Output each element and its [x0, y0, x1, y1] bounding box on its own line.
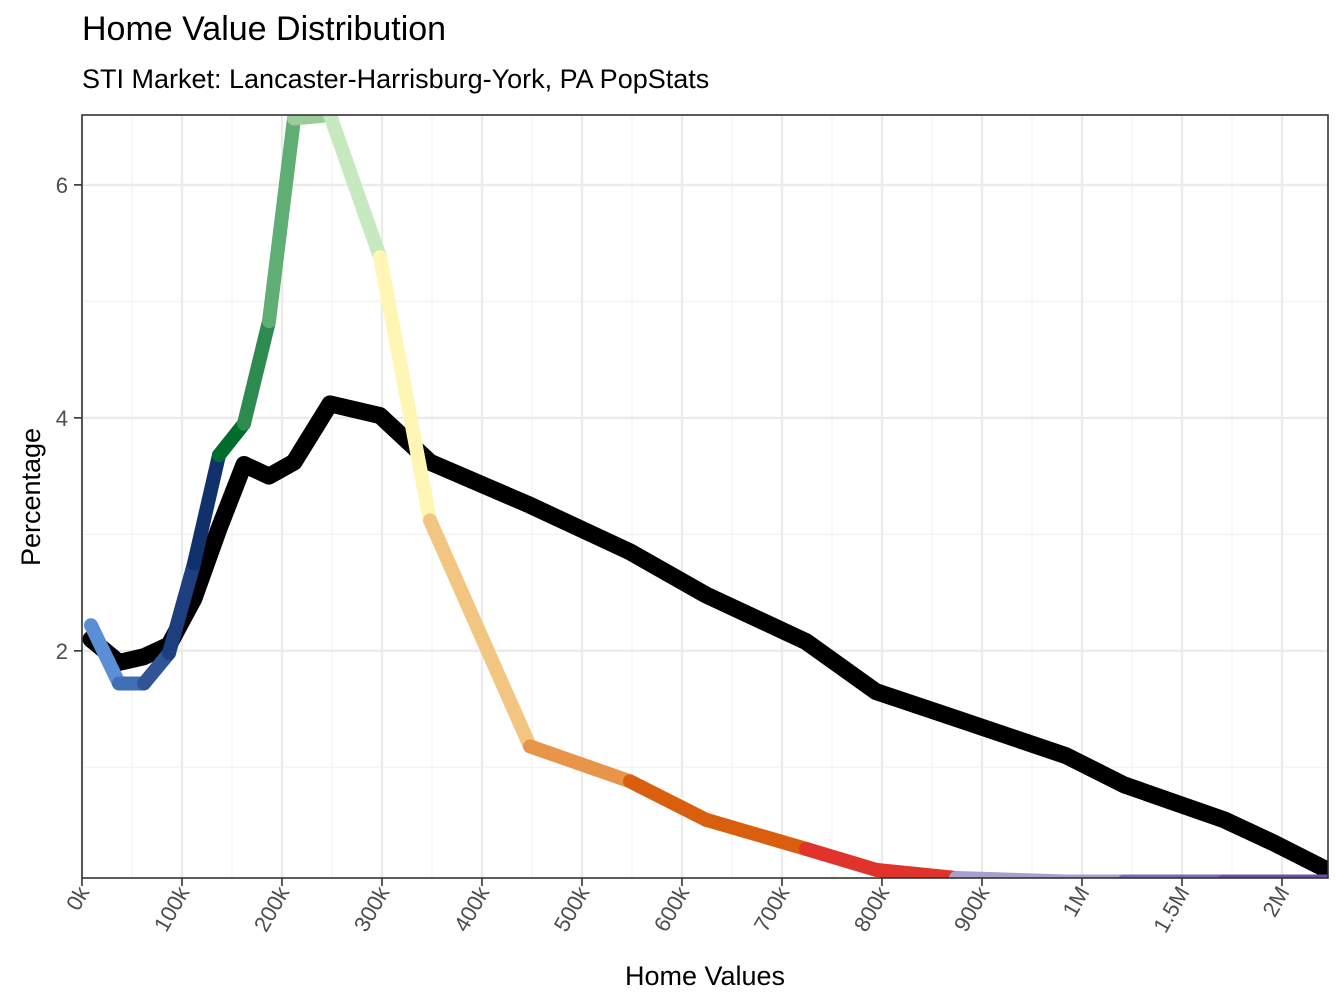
x-tick-label: 900k: [949, 881, 995, 936]
series-segment: [623, 774, 713, 827]
y-tick-label: 6: [56, 173, 68, 198]
x-tick-label: 500k: [549, 881, 595, 936]
x-tick-label: 700k: [749, 881, 795, 936]
series-segment: [237, 314, 276, 431]
y-tick-label: 4: [56, 406, 68, 431]
x-tick-label: 100k: [149, 881, 195, 936]
series-line-market: [82, 395, 1328, 878]
series-segment: [423, 513, 537, 754]
series-segment: [869, 862, 963, 878]
x-tick-label: 300k: [349, 881, 395, 936]
x-tick-label: 800k: [849, 881, 895, 936]
series-segment: [84, 618, 126, 691]
series-segment: [323, 115, 387, 265]
x-tick-label: 2M: [1257, 882, 1294, 921]
y-tick-labels: 2 4 6: [56, 173, 68, 664]
plot-border: [81, 114, 1329, 879]
axis-ticks: [74, 184, 1283, 886]
x-tick-label: 1M: [1057, 882, 1094, 921]
series-segment: [187, 448, 226, 571]
x-tick-label: 200k: [249, 881, 295, 936]
x-axis-title: Home Values: [625, 961, 785, 991]
y-axis-title: Percentage: [16, 428, 46, 566]
series-segment: [799, 841, 883, 877]
x-tick-label: 0k: [61, 881, 95, 914]
x-tick-label: 600k: [649, 881, 695, 936]
series-segment: [699, 812, 813, 856]
series-segment: [162, 556, 201, 661]
x-tick-label: 400k: [449, 881, 495, 936]
x-tick-label: 1.5M: [1148, 882, 1194, 937]
series-segment: [262, 115, 301, 329]
grid-minor: [82, 115, 1328, 878]
series-segment: [523, 739, 637, 789]
x-tick-labels: 0k 100k 200k 300k 400k 500k 600k 700k 800k 900k 1M…: [61, 881, 1294, 937]
plot-panel: [82, 115, 1328, 878]
y-tick-label: 2: [56, 639, 68, 664]
chart-subtitle: STI Market: Lancaster-Harrisburg-York, P…: [82, 64, 710, 94]
chart-title: Home Value Distribution: [82, 10, 447, 48]
series-segment: [373, 250, 437, 528]
